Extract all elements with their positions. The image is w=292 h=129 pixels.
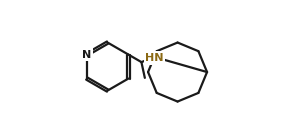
Text: N: N	[82, 50, 91, 60]
Text: HN: HN	[145, 53, 164, 63]
